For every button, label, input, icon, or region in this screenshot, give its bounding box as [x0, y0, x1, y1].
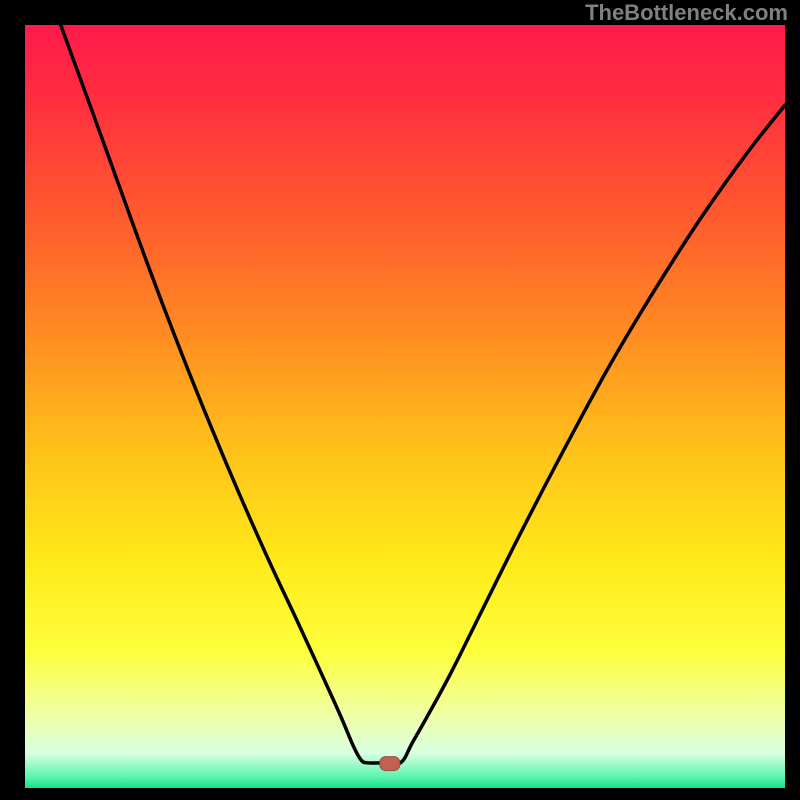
watermark-text: TheBottleneck.com — [585, 0, 788, 26]
gradient-background — [25, 25, 785, 788]
bottleneck-chart: TheBottleneck.com — [0, 0, 800, 800]
chart-svg — [0, 0, 800, 800]
optimum-marker — [380, 757, 400, 771]
